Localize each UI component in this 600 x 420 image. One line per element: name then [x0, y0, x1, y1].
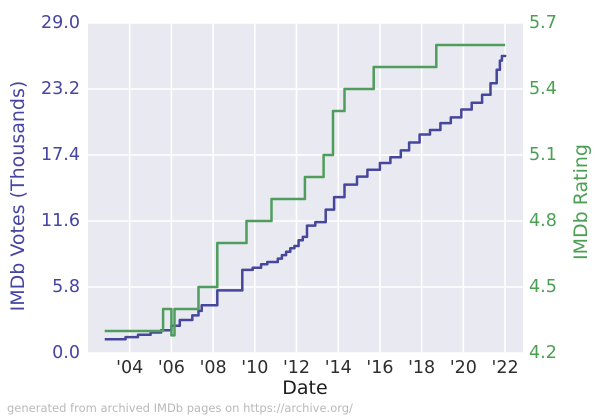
- y-right-tick-label: 5.4: [529, 79, 557, 99]
- x-tick-label: '14: [324, 358, 352, 378]
- y-right-tick-label: 5.1: [529, 145, 557, 165]
- y-left-tick-label: 17.4: [41, 145, 80, 165]
- y-left-tick-label: 29.0: [41, 13, 80, 33]
- y-axis-title-right: IMDb Rating: [570, 144, 592, 260]
- y-left-tick-label: 11.6: [41, 211, 80, 231]
- x-tick-label: '10: [241, 358, 269, 378]
- x-tick-label: '04: [116, 358, 144, 378]
- x-tick-label: '08: [199, 358, 227, 378]
- x-tick-label: '20: [449, 358, 477, 378]
- y-left-tick-label: 0.0: [52, 343, 80, 363]
- y-left-tick-label: 5.8: [52, 277, 80, 297]
- x-axis-title: Date: [282, 377, 328, 399]
- y-right-tick-label: 4.5: [529, 277, 557, 297]
- x-tick-label: '06: [157, 358, 185, 378]
- x-tick-label: '22: [491, 358, 519, 378]
- x-tick-label: '16: [366, 358, 394, 378]
- rating-line: [104, 43, 506, 337]
- x-tick-label: '18: [408, 358, 436, 378]
- y-right-tick-label: 4.8: [529, 211, 557, 231]
- y-left-tick-label: 23.2: [41, 79, 80, 99]
- x-tick-label: '12: [282, 358, 311, 378]
- votes-line: [104, 54, 507, 341]
- source-caption: generated from archived IMDb pages on ht…: [7, 401, 353, 415]
- y-right-tick-label: 5.7: [529, 13, 557, 33]
- y-axis-title-left: IMDb Votes (Thousands): [7, 80, 29, 312]
- y-right-tick-label: 4.2: [529, 343, 557, 363]
